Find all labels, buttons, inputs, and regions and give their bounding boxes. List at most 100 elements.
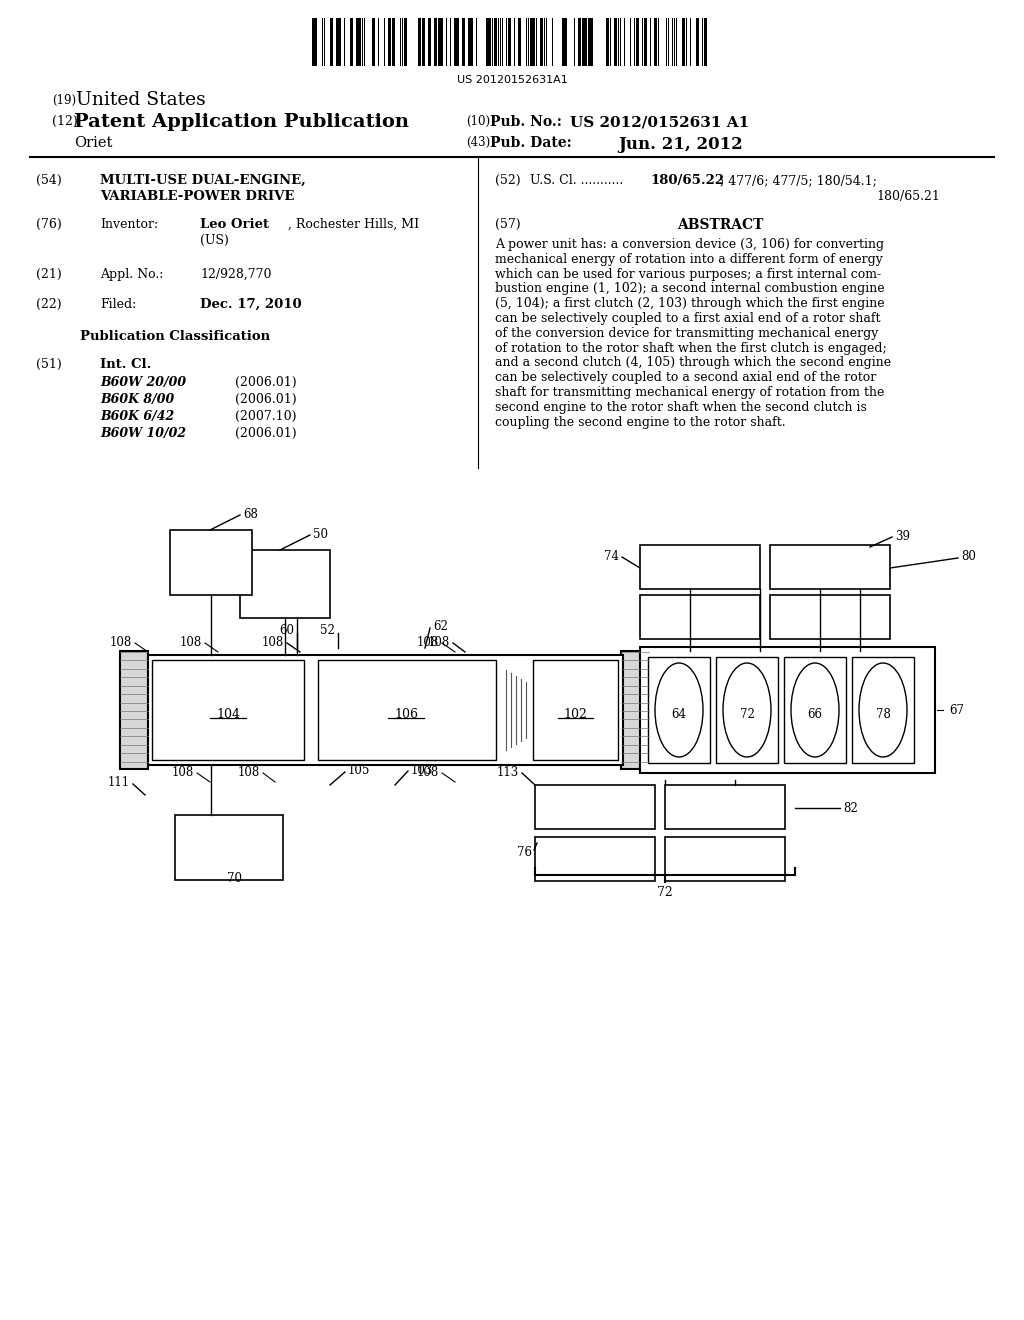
Text: ; 477/6; 477/5; 180/54.1;: ; 477/6; 477/5; 180/54.1; [720, 174, 877, 187]
Bar [614, 18, 617, 66]
Text: 62: 62 [433, 619, 447, 632]
Bar [696, 18, 699, 66]
Text: 67: 67 [949, 704, 964, 717]
Bar [535, 837, 655, 880]
Bar [356, 18, 358, 66]
Text: shaft for transmitting mechanical energy of rotation from the: shaft for transmitting mechanical energy… [495, 385, 885, 399]
Text: 108: 108 [417, 636, 439, 649]
Text: (57): (57) [495, 218, 520, 231]
Text: US 2012/0152631 A1: US 2012/0152631 A1 [570, 115, 750, 129]
Text: Jun. 21, 2012: Jun. 21, 2012 [618, 136, 742, 153]
Text: Pub. No.:: Pub. No.: [490, 115, 562, 129]
Text: (22): (22) [36, 298, 61, 312]
Bar [418, 18, 421, 66]
Text: 108: 108 [180, 636, 202, 649]
Text: 106: 106 [394, 709, 418, 722]
Text: Patent Application Publication: Patent Application Publication [74, 114, 409, 131]
Text: 108: 108 [262, 635, 284, 648]
Text: 102: 102 [563, 709, 587, 722]
Bar [486, 18, 488, 66]
Bar [170, 531, 252, 595]
Text: 74: 74 [604, 549, 618, 562]
Text: (51): (51) [36, 358, 61, 371]
Bar [770, 545, 890, 589]
Text: Filed:: Filed: [100, 298, 136, 312]
Bar [665, 785, 785, 829]
Text: (43): (43) [466, 136, 490, 149]
Bar [584, 18, 587, 66]
Text: Oriet: Oriet [74, 136, 113, 150]
Text: (2006.01): (2006.01) [234, 393, 297, 407]
Bar [644, 18, 646, 66]
Text: can be selectively coupled to a second axial end of the rotor: can be selectively coupled to a second a… [495, 371, 877, 384]
Bar [540, 18, 543, 66]
Text: , Rochester Hills, MI: , Rochester Hills, MI [288, 218, 419, 231]
Text: Inventor:: Inventor: [100, 218, 158, 231]
Bar [404, 18, 406, 66]
Text: (54): (54) [36, 174, 61, 187]
Bar [640, 595, 760, 639]
Bar [654, 18, 657, 66]
Text: US 20120152631A1: US 20120152631A1 [457, 75, 567, 84]
Text: can be selectively coupled to a first axial end of a rotor shaft: can be selectively coupled to a first ax… [495, 312, 881, 325]
Bar [535, 785, 655, 829]
Bar [852, 657, 914, 763]
Bar [564, 18, 566, 66]
Bar [488, 18, 490, 66]
Text: Appl. No.:: Appl. No.: [100, 268, 164, 281]
Bar [152, 660, 304, 760]
Text: second engine to the rotor shaft when the second clutch is: second engine to the rotor shaft when th… [495, 401, 867, 413]
Bar [372, 18, 375, 66]
Text: of the conversion device for transmitting mechanical energy: of the conversion device for transmittin… [495, 327, 879, 339]
Bar [454, 18, 456, 66]
Text: mechanical energy of rotation into a different form of energy: mechanical energy of rotation into a dif… [495, 253, 883, 265]
Text: 50: 50 [313, 528, 328, 540]
Text: B60K 8/00: B60K 8/00 [100, 393, 174, 407]
Bar [578, 18, 580, 66]
Text: (19): (19) [52, 94, 76, 107]
Bar [640, 647, 935, 774]
Text: 80: 80 [961, 550, 976, 564]
Bar [470, 18, 472, 66]
Text: 108: 108 [110, 636, 132, 649]
Text: 82: 82 [843, 801, 858, 814]
Bar [434, 18, 437, 66]
Text: Dec. 17, 2010: Dec. 17, 2010 [200, 298, 302, 312]
Text: (12): (12) [52, 115, 78, 128]
Text: 70: 70 [227, 871, 243, 884]
Text: 39: 39 [895, 529, 910, 543]
Bar [665, 837, 785, 880]
Text: Publication Classification: Publication Classification [80, 330, 270, 343]
Bar [350, 18, 352, 66]
Text: 12/928,770: 12/928,770 [200, 268, 271, 281]
Bar [175, 814, 283, 880]
Bar [330, 18, 333, 66]
Bar [582, 18, 584, 66]
Bar [716, 657, 778, 763]
Bar [462, 18, 464, 66]
Text: 64: 64 [672, 708, 686, 721]
Bar [532, 18, 535, 66]
Bar [530, 18, 532, 66]
Text: coupling the second engine to the rotor shaft.: coupling the second engine to the rotor … [495, 416, 785, 429]
Text: 76: 76 [517, 846, 532, 859]
Text: 108: 108 [238, 767, 260, 780]
Bar [438, 18, 440, 66]
Bar [636, 18, 639, 66]
Text: 72: 72 [657, 886, 673, 899]
Text: bustion engine (1, 102); a second internal combustion engine: bustion engine (1, 102); a second intern… [495, 282, 885, 296]
Bar [428, 18, 431, 66]
Text: 113: 113 [497, 766, 519, 779]
Text: and a second clutch (4, 105) through which the second engine: and a second clutch (4, 105) through whi… [495, 356, 891, 370]
Bar [388, 18, 390, 66]
Bar [784, 657, 846, 763]
Text: Leo Oriet: Leo Oriet [200, 218, 269, 231]
Text: 111: 111 [108, 776, 130, 789]
Text: 52: 52 [321, 623, 335, 636]
Text: B60W 20/00: B60W 20/00 [100, 376, 186, 389]
Bar [336, 18, 338, 66]
Text: (5, 104); a first clutch (2, 103) through which the first engine: (5, 104); a first clutch (2, 103) throug… [495, 297, 885, 310]
Bar [312, 18, 314, 66]
Bar [640, 545, 760, 589]
Bar [358, 18, 360, 66]
